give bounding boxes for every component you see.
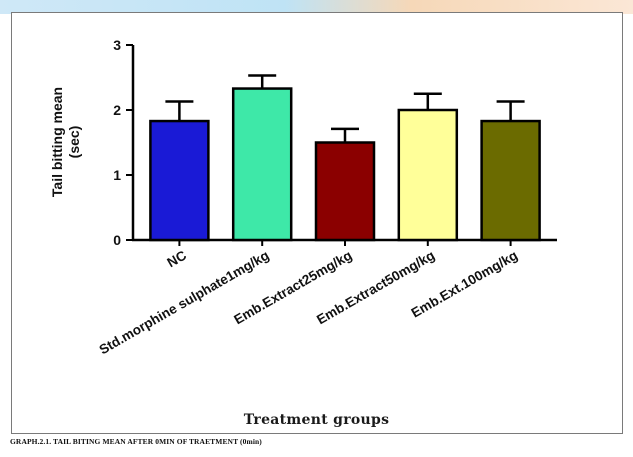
chart-error-bars bbox=[165, 74, 525, 143]
chart-bars bbox=[149, 87, 541, 242]
x-tick-label: NC bbox=[165, 247, 190, 270]
y-tick-label: 1 bbox=[113, 167, 121, 183]
x-axis-title: Treatment groups bbox=[243, 412, 390, 428]
x-tick-label: Std.morphine sulphate1mg/kg bbox=[97, 248, 272, 358]
y-tick-label: 3 bbox=[113, 37, 121, 53]
y-tick-label: 0 bbox=[113, 232, 121, 248]
y-axis-unit-label: (sec) bbox=[66, 126, 82, 159]
bar bbox=[231, 87, 293, 242]
bar bbox=[149, 119, 210, 242]
y-tick-label: 2 bbox=[113, 102, 121, 118]
header-banner-strip bbox=[0, 0, 633, 14]
bar bbox=[480, 119, 541, 242]
bar bbox=[314, 141, 376, 242]
bar bbox=[397, 108, 459, 242]
figure-caption: GRAPH.2.1. TAIL BITING MEAN AFTER 0MIN O… bbox=[10, 437, 262, 446]
y-tick-labels: 0 1 2 3 bbox=[113, 37, 121, 248]
y-axis-label: Tail bitting mean bbox=[49, 87, 65, 197]
